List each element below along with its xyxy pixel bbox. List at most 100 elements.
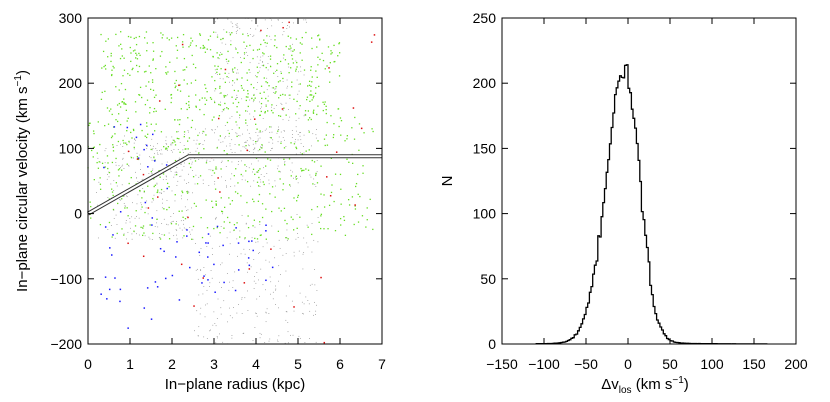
scatter-point [366, 207, 368, 209]
scatter-point [266, 242, 268, 244]
scatter-point [270, 126, 272, 128]
scatter-point [160, 32, 162, 34]
scatter-point [261, 97, 263, 100]
scatter-point [236, 23, 238, 25]
scatter-point [206, 160, 207, 162]
scatter-point [202, 144, 204, 146]
scatter-point [236, 133, 238, 135]
scatter-point [300, 167, 302, 170]
scatter-point [127, 215, 129, 217]
scatter-point [183, 179, 185, 181]
scatter-point [112, 234, 114, 236]
scatter-point [205, 134, 207, 136]
scatter-point [186, 183, 187, 184]
scatter-point [244, 253, 246, 255]
scatter-point [170, 222, 172, 224]
scatter-point [311, 94, 313, 96]
scatter-point [219, 135, 221, 137]
scatter-point [240, 253, 242, 255]
scatter-point [315, 186, 317, 187]
x-tick-label: 150 [742, 356, 766, 372]
scatter-point [196, 183, 199, 185]
scatter-point [181, 191, 184, 194]
scatter-point [211, 175, 213, 177]
scatter-point [285, 270, 287, 272]
scatter-point [264, 41, 266, 44]
scatter-point [110, 136, 113, 139]
scatter-point [215, 216, 217, 218]
scatter-point [131, 216, 133, 218]
scatter-point [172, 142, 174, 144]
scatter-point [195, 174, 197, 176]
scatter-point [261, 65, 263, 66]
scatter-point [213, 263, 215, 266]
scatter-point [181, 190, 183, 192]
scatter-point [216, 68, 218, 70]
scatter-point [274, 35, 276, 37]
scatter-point [287, 63, 290, 65]
scatter-point [324, 68, 326, 70]
scatter-point [338, 42, 341, 44]
scatter-point [193, 305, 195, 307]
scatter-point [331, 52, 333, 54]
scatter-point [267, 56, 269, 57]
scatter-point [140, 202, 142, 204]
scatter-point [101, 162, 104, 164]
scatter-point [186, 140, 189, 142]
scatter-point [237, 182, 239, 184]
scatter-point [169, 61, 171, 63]
scatter-point [225, 166, 227, 167]
scatter-point [250, 266, 252, 268]
scatter-point [292, 43, 293, 45]
scatter-point [215, 342, 217, 344]
scatter-point [292, 50, 294, 52]
scatter-point [110, 74, 113, 77]
scatter-point [107, 229, 109, 230]
scatter-point [260, 174, 262, 175]
scatter-point [174, 119, 176, 121]
scatter-point [296, 227, 298, 229]
scatter-point [268, 85, 270, 87]
scatter-point [99, 177, 101, 179]
scatter-point [305, 31, 307, 34]
scatter-point [299, 292, 301, 294]
scatter-point [206, 289, 208, 291]
scatter-point [311, 76, 313, 78]
scatter-point [113, 218, 115, 219]
scatter-point [244, 164, 246, 166]
scatter-point [151, 217, 154, 219]
scatter-point [210, 169, 212, 171]
scatter-point [140, 163, 141, 165]
scatter-point [198, 143, 200, 145]
scatter-point [257, 82, 258, 83]
scatter-point [215, 166, 217, 168]
scatter-point [198, 176, 200, 178]
scatter-point [202, 293, 204, 295]
scatter-point [151, 201, 153, 203]
scatter-point [205, 99, 208, 101]
scatter-point [339, 217, 342, 220]
scatter-point [316, 206, 319, 208]
scatter-point [203, 286, 205, 288]
scatter-point [260, 333, 262, 335]
scatter-point [260, 29, 262, 32]
scatter-point [315, 87, 317, 89]
scatter-point [210, 329, 211, 331]
scatter-point [127, 73, 129, 75]
scatter-point [328, 204, 331, 207]
scatter-point [314, 301, 315, 303]
scatter-point [176, 57, 178, 59]
scatter-point [132, 67, 134, 70]
scatter-point [310, 90, 312, 92]
scatter-point [238, 304, 239, 305]
scatter-point [307, 226, 309, 228]
scatter-point [215, 218, 216, 220]
scatter-point [359, 195, 361, 198]
scatter-point [258, 252, 259, 254]
scatter-point [252, 225, 254, 227]
scatter-point [225, 135, 227, 137]
scatter-point [119, 106, 122, 108]
scatter-point [315, 137, 317, 139]
scatter-point [238, 144, 240, 146]
scatter-point [184, 218, 187, 220]
